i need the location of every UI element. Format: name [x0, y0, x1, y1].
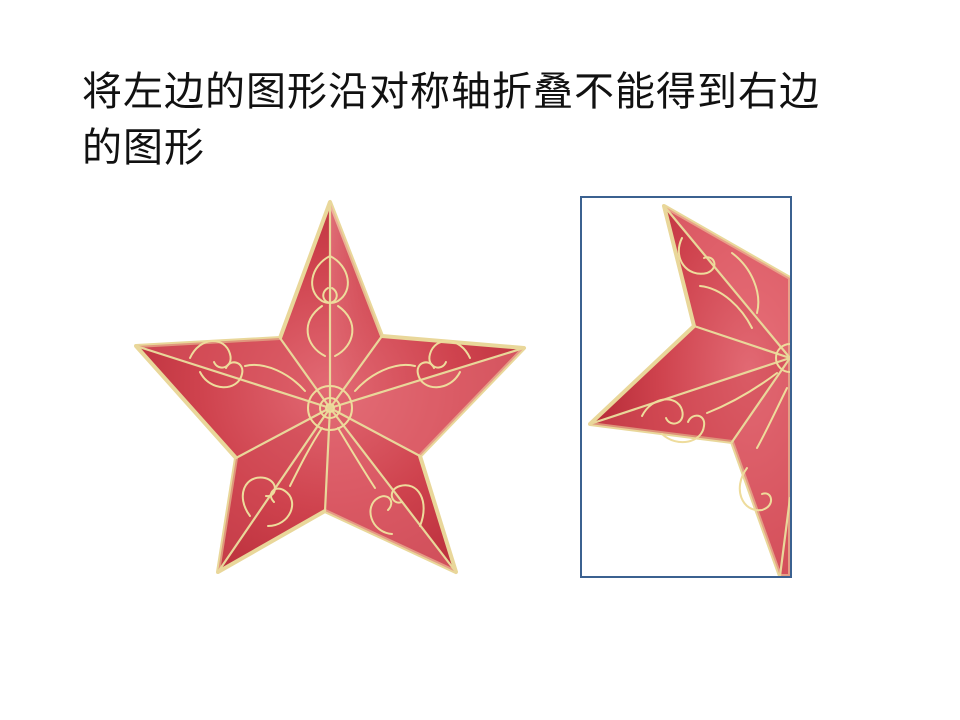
question-text: 将左边的图形沿对称轴折叠不能得到右边的图形 [82, 69, 820, 171]
ornamental-red-star-icon [134, 200, 526, 574]
full-star-figure [130, 196, 530, 580]
half-star-frame [580, 196, 792, 578]
half-star-icon [588, 204, 790, 576]
